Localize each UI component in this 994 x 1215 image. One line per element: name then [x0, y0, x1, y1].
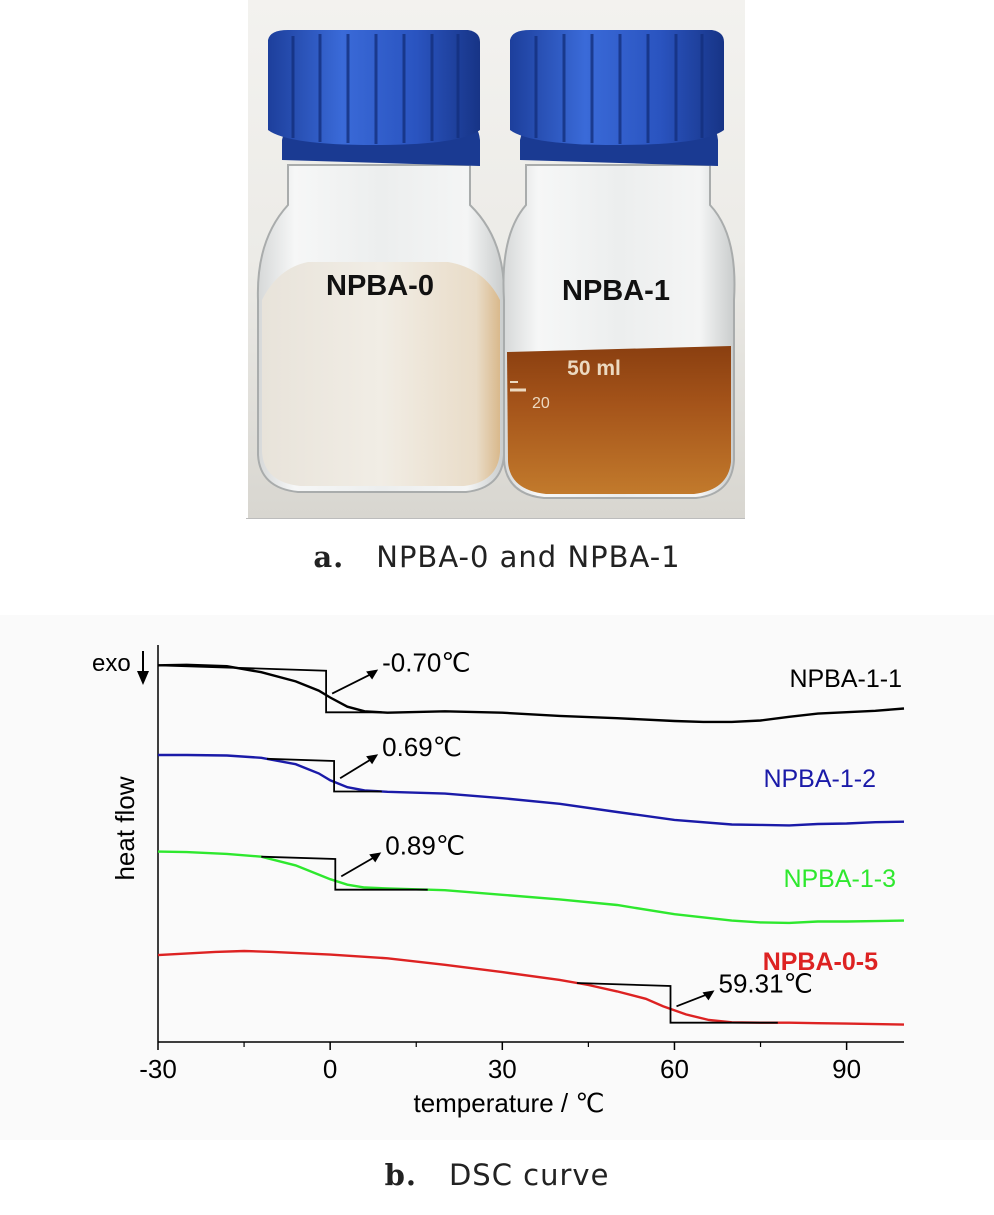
caption-a: a. NPBA-0 and NPBA-1 [0, 540, 994, 574]
volume-mark: 50 ml [567, 357, 621, 380]
series-line-npba-1-3 [157, 850, 905, 925]
legend-label-npba-0-5: NPBA-0-5 [763, 948, 878, 976]
legend-label-npba-1-3: NPBA-1-3 [783, 865, 896, 893]
onset-construction-3 [576, 982, 778, 1024]
exo-arrow-head [137, 671, 149, 685]
caption-b-letter: b. [384, 1158, 417, 1192]
photo-baseline [246, 518, 745, 519]
x-tick-label: 0 [323, 1054, 337, 1084]
bottles-photo: NPBA-0 NPBA-1 50 ml 20 [248, 0, 745, 518]
right-bottle-label: NPBA-1 [562, 275, 670, 307]
annotation-arrow-0 [331, 670, 377, 695]
left-bottle-label: NPBA-0 [326, 270, 434, 302]
caption-a-letter: a. [313, 540, 345, 574]
caption-b: b. DSC curve [0, 1158, 994, 1192]
onset-construction-0 [157, 664, 382, 714]
series-line-npba-1-2 [158, 753, 905, 827]
annotation-arrowhead-0 [366, 669, 379, 680]
x-tick-label: 60 [660, 1054, 689, 1084]
x-tick-label: 90 [832, 1054, 861, 1084]
annotation-label-2: 0.89℃ [385, 830, 465, 860]
chart-background [0, 615, 994, 1140]
x-axis-title: temperature / ℃ [413, 1088, 604, 1118]
onset-construction-2 [261, 855, 428, 891]
legend-label-npba-1-2: NPBA-1-2 [763, 765, 876, 793]
caption-a-text: NPBA-0 and NPBA-1 [376, 540, 681, 574]
exo-label: exo [92, 650, 131, 677]
series-line-npba-1-1 [157, 663, 905, 724]
annotation-arrowhead-2 [369, 852, 382, 863]
onset-construction-1 [266, 757, 382, 793]
series-line-npba-0-5 [157, 949, 905, 1026]
graduation-mark: 20 [532, 395, 550, 412]
legend-label-npba-1-1: NPBA-1-1 [789, 665, 902, 693]
caption-b-text: DSC curve [448, 1158, 610, 1192]
annotation-label-1: 0.69℃ [382, 732, 462, 762]
annotation-arrowhead-1 [366, 754, 379, 765]
x-tick-label: -30 [139, 1054, 177, 1084]
annotation-label-0: -0.70℃ [382, 648, 470, 678]
y-axis-title: heat flow [110, 776, 140, 880]
annotation-label-3: 59.31℃ [719, 968, 813, 998]
annotation-arrowhead-3 [702, 990, 715, 1001]
x-tick-label: 30 [488, 1054, 517, 1084]
dsc-chart: -30 0 30 60 90 temperature / ℃ heat flow exo NP… [92, 645, 905, 1118]
